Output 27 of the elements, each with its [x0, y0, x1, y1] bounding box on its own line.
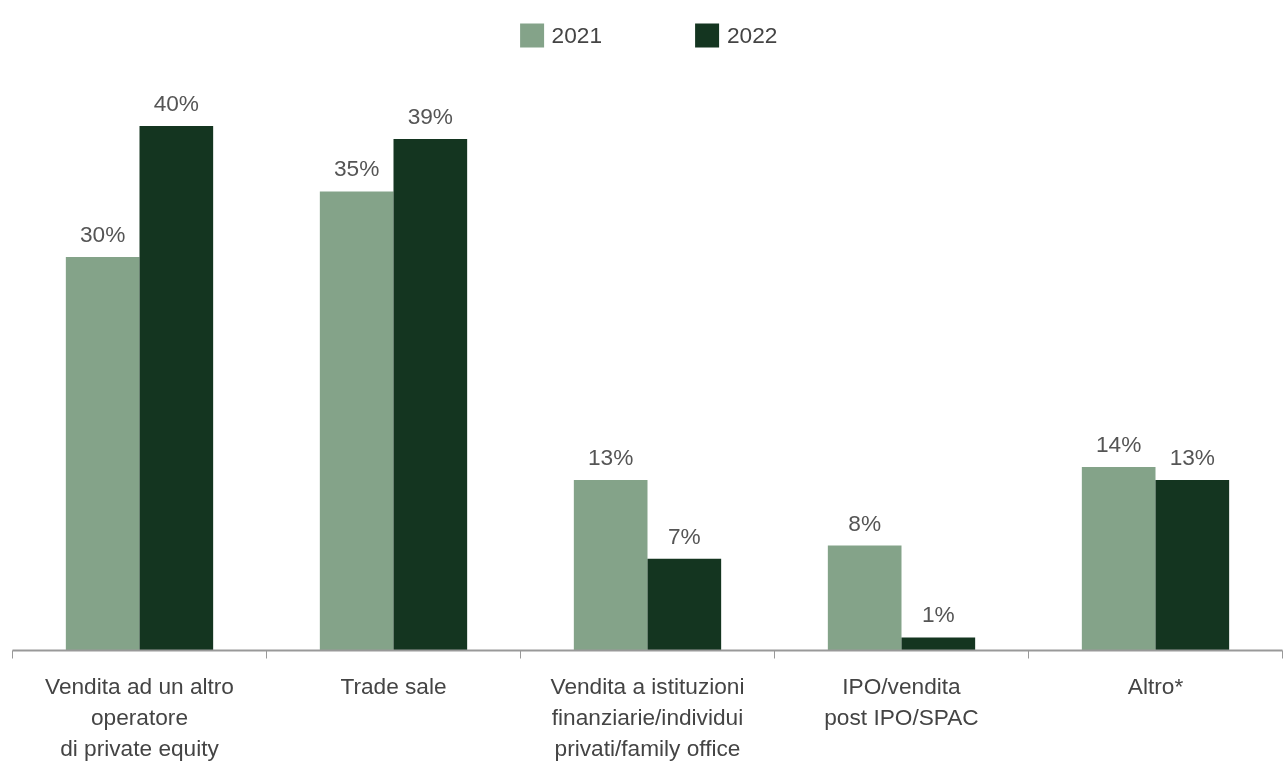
bar [1155, 480, 1230, 651]
data-label: 14% [1096, 430, 1142, 457]
x-tick-label: Vendita ad un altro operatore di private equity [45, 672, 234, 761]
bar [573, 480, 648, 651]
data-label: 8% [848, 509, 882, 536]
bar [827, 545, 902, 651]
legend-label: 2021 [551, 21, 602, 49]
data-label: 1% [921, 601, 955, 628]
x-tick-label: Altro* [1127, 672, 1184, 699]
data-label: 7% [667, 522, 701, 549]
x-tick-label: Vendita a istituzioni finanziarie/individui privati/family office [550, 672, 745, 761]
data-label: 40% [153, 89, 200, 116]
data-label: 35% [334, 155, 380, 182]
bar [1081, 466, 1156, 651]
bar [319, 191, 394, 651]
data-label: 39% [407, 103, 454, 130]
data-label: 13% [1169, 444, 1216, 471]
bar [901, 637, 976, 651]
x-tick-label: Trade sale [340, 672, 447, 699]
x-tick-label: IPO/vendita post IPO/SPAC [824, 672, 979, 730]
data-label: 13% [588, 444, 634, 471]
bar [65, 257, 140, 651]
legend-label: 2022 [727, 21, 778, 49]
bar [393, 139, 468, 651]
bar [139, 125, 214, 651]
data-label: 30% [80, 221, 126, 248]
bar [647, 558, 722, 651]
